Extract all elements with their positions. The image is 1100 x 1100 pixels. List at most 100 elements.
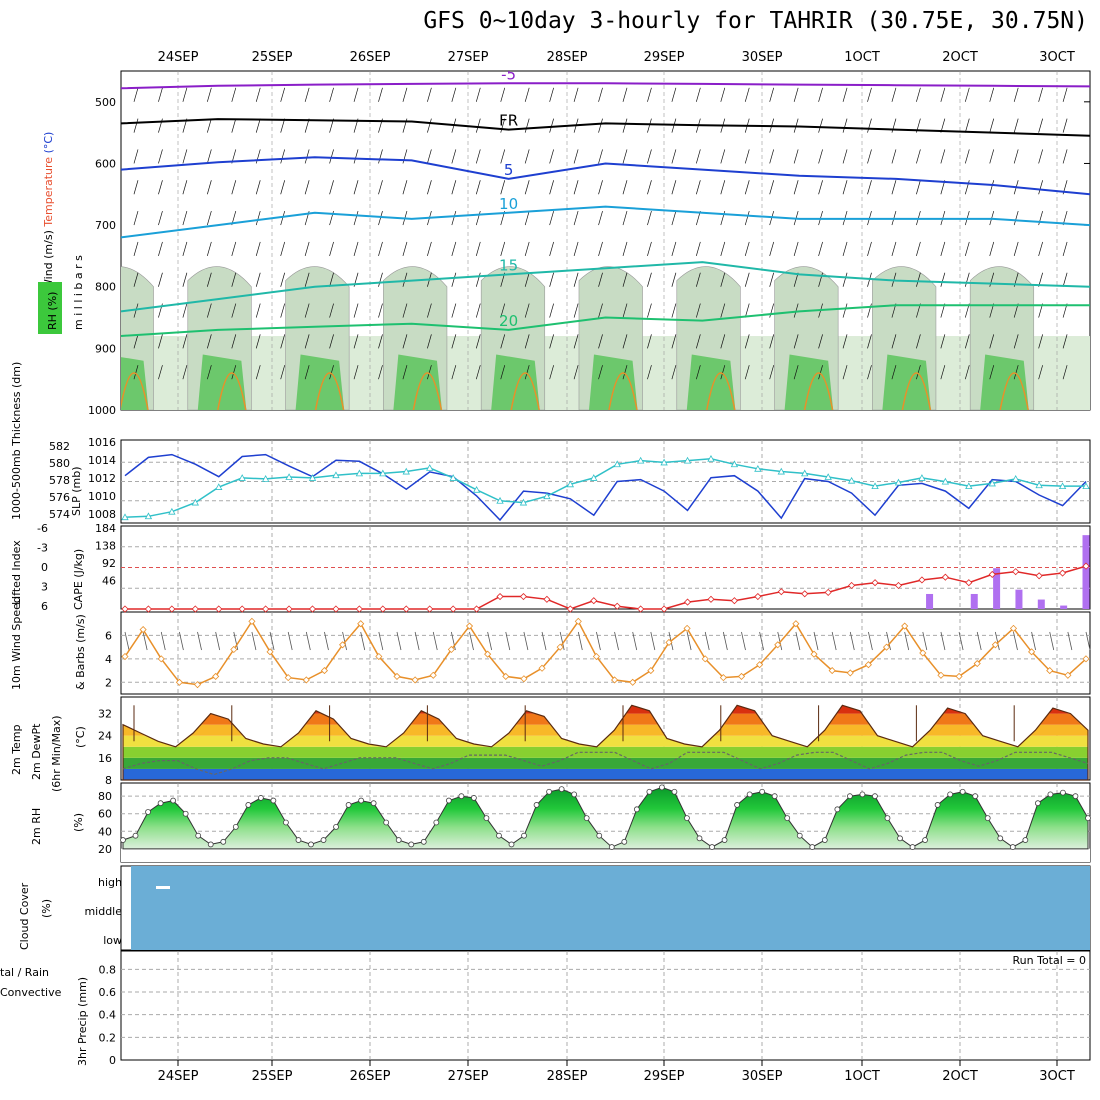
wind-barb [524, 87, 530, 102]
rh-point [947, 791, 954, 798]
wind-barb [304, 180, 310, 195]
rh-fill-70 [121, 357, 149, 410]
panel-frame [120, 611, 1091, 695]
wind-ylabel: 10m Wind Speed [10, 596, 23, 690]
wind-barb [720, 365, 726, 380]
wind-barb-10m [269, 631, 275, 651]
cloud-level-label: middle [84, 905, 122, 918]
rh-point [182, 810, 189, 817]
temp-band [123, 757, 1088, 769]
dewpoint-line [122, 751, 1089, 776]
wind-barb-10m [1067, 631, 1073, 651]
wind-barb [182, 241, 188, 257]
wind-barb [867, 365, 872, 380]
rh-point [934, 802, 941, 808]
wind-barb [744, 303, 750, 318]
wind-barb-10m [324, 631, 329, 651]
wind-barb [280, 87, 286, 102]
wind-barb-10m [142, 631, 148, 651]
wind-barb-10m [958, 631, 964, 651]
wind-barb [231, 180, 237, 195]
wind-barb [304, 365, 310, 380]
rh-fill-70 [588, 354, 638, 410]
wind-barb [549, 180, 554, 195]
rh-point [308, 841, 314, 848]
wind-barb [598, 365, 603, 380]
wind-barb [255, 241, 261, 257]
rh-point [821, 837, 828, 843]
rh-point [1060, 789, 1066, 796]
upper-ytick: 500 [95, 96, 116, 109]
lifted-index-point [519, 592, 528, 601]
slp-line [124, 453, 1087, 522]
lifted-index-point [496, 592, 504, 601]
cape-bar [970, 593, 978, 609]
wind-speed-point [719, 674, 727, 682]
lifted-index-point [1035, 572, 1043, 580]
wind-barb [842, 87, 848, 102]
wind-barb [989, 241, 995, 257]
wind-speed-point [139, 626, 147, 634]
rh-ytick: 80 [98, 790, 112, 803]
lifted-index-point [871, 579, 879, 587]
precip-ylabel: 3hr Precip (mm) [76, 977, 89, 1066]
lifted-index-point [637, 605, 645, 613]
rh-point [220, 838, 227, 845]
wind-barb-10m [396, 631, 402, 651]
wind-speed-point [1082, 655, 1090, 663]
thickness-point [472, 485, 481, 493]
wind-barb [647, 149, 652, 164]
wind-barb [110, 304, 114, 318]
li-ytick: 0 [41, 561, 48, 574]
isotherm-line [121, 156, 1090, 196]
wind-barb [207, 210, 212, 226]
wind-barb [671, 365, 677, 380]
wind-speed-point [212, 672, 220, 680]
wind-barb [842, 180, 848, 195]
rh-point [358, 797, 365, 804]
precip-ytick: 0.2 [99, 1031, 117, 1044]
rh-point [1034, 800, 1041, 807]
wind-barb [353, 303, 359, 318]
wind-barb [744, 365, 750, 380]
wind-barb [207, 365, 212, 380]
wind-barb [427, 180, 432, 195]
wind-barb [402, 334, 408, 349]
wind-barb [1062, 87, 1068, 102]
temp-contour-warm [314, 372, 345, 410]
wind-barb [427, 334, 432, 349]
lifted-index-line [125, 565, 1087, 610]
wind-speed-point [756, 661, 764, 669]
wind-barb-10m [179, 631, 184, 651]
wind-barb [647, 303, 652, 318]
wind-barb [964, 334, 970, 349]
wind-barb-10m [342, 631, 347, 651]
lifted-index-point [473, 605, 481, 613]
wind-barb [158, 149, 163, 164]
rh-point [533, 802, 540, 808]
wind-barb-10m [1049, 631, 1055, 651]
wind-barb [304, 149, 310, 164]
wind-speed-point [1028, 648, 1036, 656]
rh-point [571, 791, 578, 798]
wind-barb [133, 210, 139, 226]
thickness-point [215, 483, 223, 490]
wind-barb [964, 241, 970, 257]
rh-point [959, 788, 966, 795]
lifted-index-point [590, 597, 598, 605]
lifted-index-point [683, 598, 692, 606]
wind-barb [158, 87, 163, 102]
rh-point [558, 786, 565, 793]
rh-point [245, 802, 252, 808]
lifted-index-point [1012, 568, 1020, 576]
wind-speed-point [810, 650, 818, 658]
wind-barb [500, 87, 506, 102]
cape-bar [1015, 589, 1023, 609]
rh-point [257, 795, 264, 801]
wind-barb [329, 180, 334, 195]
wind-barb [158, 180, 163, 195]
wind-barb [916, 272, 921, 287]
wind-speed-point [320, 667, 329, 675]
thickness-point [168, 507, 176, 515]
isotherm-label: 10 [499, 195, 518, 213]
